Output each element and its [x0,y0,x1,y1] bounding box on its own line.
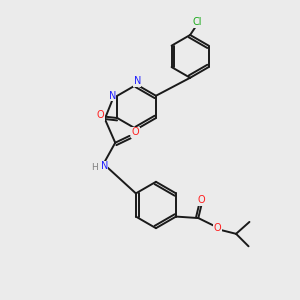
Text: O: O [214,224,221,233]
Text: Cl: Cl [193,17,202,28]
Text: O: O [197,195,205,205]
Text: O: O [97,110,104,120]
Text: O: O [132,127,139,137]
Text: N: N [134,76,141,86]
Text: H: H [91,164,98,172]
Text: N: N [100,161,108,172]
Text: N: N [109,91,116,101]
